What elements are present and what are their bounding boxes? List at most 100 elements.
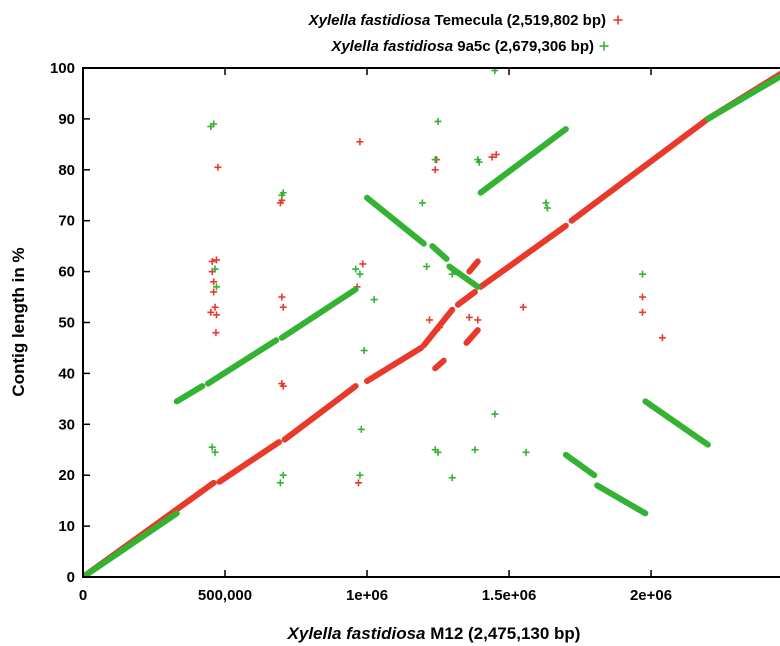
- x-axis-label: Xylella fastidiosa M12 (2,475,130 bp): [287, 624, 581, 643]
- match-point-9a5c-22: [542, 199, 550, 207]
- match-point-temecula-24: [465, 313, 473, 321]
- match-segment-temecula-10: [432, 357, 447, 372]
- x-tick-label-3: 1.5e+06: [482, 587, 537, 604]
- match-point-temecula-8: [212, 329, 220, 337]
- legend-entry-9a5c: Xylella fastidiosa 9a5c (2,679,306 bp): [330, 38, 594, 55]
- match-segment-temecula-3: [364, 344, 424, 385]
- match-segment-9a5c-6: [446, 263, 481, 290]
- match-point-9a5c-13: [356, 471, 364, 479]
- y-tick-label-1: 10: [58, 518, 75, 535]
- legend-entry-temecula: Xylella fastidiosa Temecula (2,519,802 b…: [308, 12, 606, 29]
- match-segment-temecula-1: [216, 439, 282, 485]
- y-tick-label-10: 100: [50, 60, 75, 77]
- match-point-temecula-7: [211, 303, 219, 311]
- match-point-9a5c-27: [471, 446, 479, 454]
- legend-marker-temecula: [613, 15, 623, 25]
- y-tick-label-5: 50: [58, 315, 75, 332]
- legend-plus-9a5c: [599, 41, 609, 51]
- match-segment-temecula-5: [454, 288, 478, 308]
- plot-area: [83, 68, 780, 577]
- match-point-9a5c-8: [352, 265, 360, 273]
- match-point-9a5c-17: [423, 263, 431, 271]
- match-point-9a5c-14: [434, 117, 442, 125]
- match-segment-9a5c-10: [642, 398, 711, 448]
- match-segment-9a5c-4: [364, 194, 427, 247]
- match-point-temecula-9: [214, 163, 222, 171]
- match-point-9a5c-29: [448, 474, 456, 482]
- y-tick-label-0: 0: [67, 569, 75, 586]
- match-segment-9a5c-7: [477, 126, 569, 196]
- match-segment-9a5c-3: [278, 286, 359, 341]
- match-point-9a5c-30: [639, 270, 647, 278]
- match-point-temecula-15: [279, 382, 287, 390]
- match-point-9a5c-28: [522, 448, 530, 456]
- x-tick-label-2: 1e+06: [346, 587, 388, 604]
- x-axis-label-species: Xylella fastidiosa: [287, 624, 426, 643]
- match-point-9a5c-6: [276, 479, 284, 487]
- y-tick-label-6: 60: [58, 264, 75, 281]
- match-point-temecula-25: [474, 316, 482, 324]
- match-point-9a5c-32: [212, 283, 220, 291]
- match-segment-temecula-9: [463, 327, 481, 346]
- legend-plus-temecula: [613, 15, 623, 25]
- match-point-9a5c-18: [448, 270, 456, 278]
- match-segment-9a5c-8: [562, 451, 598, 479]
- match-point-9a5c-11: [360, 346, 368, 354]
- match-point-temecula-19: [355, 479, 363, 487]
- legend-marker-9a5c: [599, 41, 609, 51]
- match-point-9a5c-15: [431, 156, 439, 164]
- legend-entry-temecula-text: Temecula (2,519,802 bp): [435, 12, 606, 29]
- match-point-9a5c-2: [208, 443, 216, 451]
- match-point-temecula-6: [212, 311, 220, 319]
- series-temecula: [83, 70, 780, 577]
- match-point-9a5c-24: [491, 410, 499, 418]
- match-segment-9a5c-9: [594, 482, 649, 517]
- match-point-9a5c-16: [418, 199, 426, 207]
- match-point-9a5c-7: [279, 471, 287, 479]
- match-segment-9a5c-0: [83, 510, 180, 577]
- match-point-temecula-29: [639, 293, 647, 301]
- match-segment-9a5c-11: [704, 73, 780, 122]
- match-segment-temecula-7: [568, 115, 711, 224]
- match-point-9a5c-20: [475, 158, 483, 166]
- match-point-temecula-4: [210, 288, 218, 296]
- y-tick-label-4: 40: [58, 365, 75, 382]
- legend-entry-9a5c-species: Xylella fastidiosa: [330, 38, 453, 55]
- match-point-9a5c-5: [279, 189, 287, 197]
- legend-entry-temecula-species: Xylella fastidiosa: [308, 12, 431, 29]
- x-tick-label-4: 2e+06: [630, 587, 672, 604]
- match-point-9a5c-12: [357, 425, 365, 433]
- match-point-temecula-20: [431, 166, 439, 174]
- match-segment-temecula-11: [466, 258, 481, 275]
- y-tick-label-9: 90: [58, 111, 75, 128]
- x-axis-label-text: M12 (2,475,130 bp): [430, 624, 580, 643]
- match-point-9a5c-31: [211, 265, 219, 273]
- match-point-temecula-0: [208, 257, 216, 265]
- match-point-9a5c-23: [543, 204, 551, 212]
- match-point-temecula-23: [492, 151, 500, 159]
- match-point-9a5c-9: [356, 270, 364, 278]
- match-point-9a5c-10: [370, 296, 378, 304]
- match-point-9a5c-1: [210, 120, 218, 128]
- match-segment-9a5c-2: [204, 337, 280, 387]
- match-segment-temecula-2: [281, 383, 359, 443]
- match-point-temecula-16: [356, 138, 364, 146]
- match-point-temecula-17: [359, 260, 367, 268]
- match-segment-9a5c-1: [173, 383, 206, 405]
- match-point-temecula-22: [488, 153, 496, 161]
- y-axis-label: Contig length in %: [9, 247, 28, 396]
- x-tick-label-0: 0: [79, 587, 87, 604]
- legend-entry-9a5c-text: 9a5c (2,679,306 bp): [457, 38, 594, 55]
- match-point-temecula-1: [212, 256, 220, 264]
- match-point-temecula-31: [658, 334, 666, 342]
- match-point-temecula-3: [210, 278, 218, 286]
- match-point-temecula-5: [207, 308, 215, 316]
- match-point-temecula-30: [639, 308, 647, 316]
- match-point-temecula-13: [278, 293, 286, 301]
- series-9a5c: [83, 68, 780, 577]
- match-point-temecula-28: [519, 303, 527, 311]
- y-tick-label-8: 80: [58, 162, 75, 179]
- y-tick-label-7: 70: [58, 213, 75, 230]
- y-tick-label-3: 30: [58, 416, 75, 433]
